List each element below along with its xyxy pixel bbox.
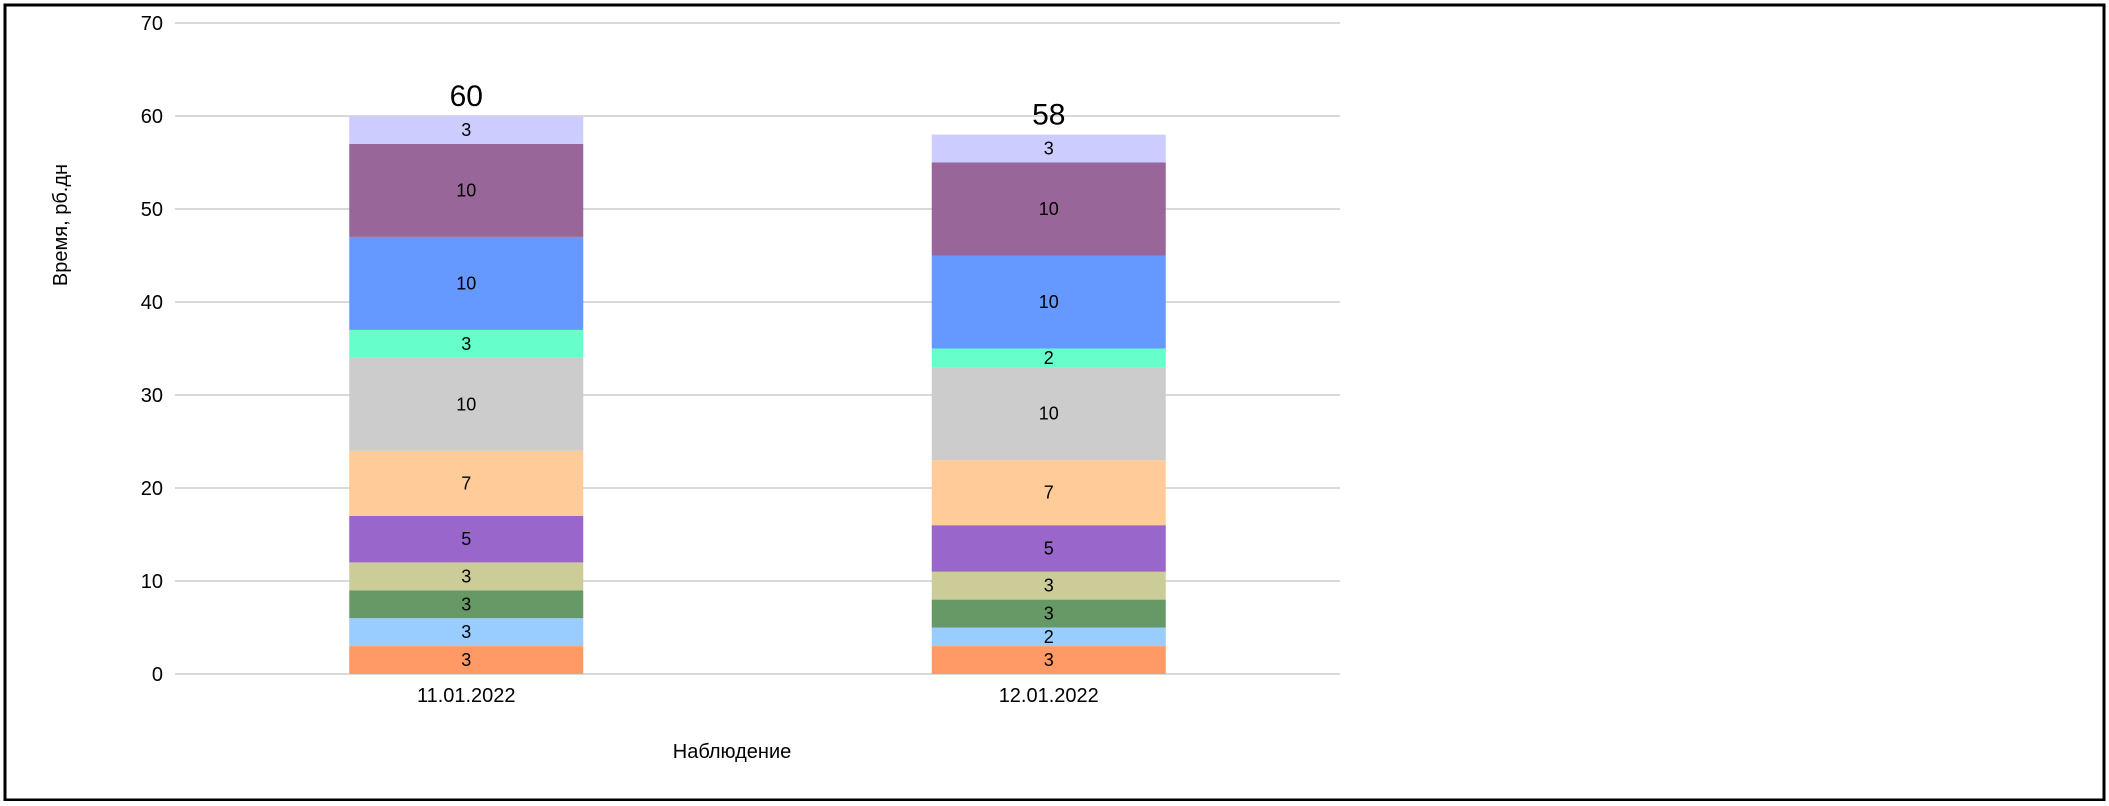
bar-segment — [931, 367, 1166, 461]
segment-value-label: 3 — [1044, 650, 1054, 670]
bar-segment — [349, 562, 584, 591]
y-tick-label: 50 — [141, 199, 163, 221]
segment-value-label: 7 — [1044, 483, 1054, 503]
bar-segment — [349, 357, 584, 451]
bar-total-label: 58 — [1032, 99, 1065, 132]
bar-segment — [349, 618, 584, 647]
segment-value-label: 3 — [461, 594, 471, 614]
x-axis-title: Наблюдение — [673, 741, 792, 763]
segment-value-label: 10 — [1039, 199, 1059, 219]
x-tick-label: 11.01.2022 — [417, 685, 516, 707]
y-axis-ticks: 0 10 20 30 40 50 60 70 — [141, 13, 163, 686]
bar-segment — [931, 571, 1166, 600]
y-tick-label: 60 — [141, 106, 163, 128]
bar-segment — [931, 134, 1166, 163]
segment-value-label: 3 — [1044, 576, 1054, 596]
segment-value-label: 5 — [461, 529, 471, 549]
segment-value-label: 3 — [1044, 139, 1054, 159]
bar-segment — [349, 590, 584, 619]
segment-value-label: 10 — [456, 394, 476, 414]
segment-value-label: 10 — [456, 180, 476, 200]
segment-value-label: 7 — [461, 473, 471, 493]
bar-segment — [349, 329, 584, 358]
bar-segment — [349, 236, 584, 330]
bar-segment — [931, 162, 1166, 256]
segment-value-label: 5 — [1044, 538, 1054, 558]
segment-value-label: 10 — [1039, 292, 1059, 312]
bar-segment — [931, 627, 1166, 647]
x-tick-label: 12.01.2022 — [999, 685, 1099, 707]
bar-segment — [349, 515, 584, 563]
bar-total-label: 60 — [450, 80, 483, 113]
segment-value-label: 3 — [461, 650, 471, 670]
segment-value-label: 2 — [1044, 348, 1054, 368]
bar-segment — [931, 348, 1166, 368]
y-tick-label: 20 — [141, 478, 163, 500]
bar-stack: 3 3 3 3 5 7 10 3 10 10 3 60 — [349, 80, 584, 674]
bar-stack: 3 2 3 3 5 7 10 2 10 10 3 58 — [931, 99, 1166, 674]
bar-segment — [931, 646, 1166, 674]
x-axis-ticks: 11.01.2022 12.01.2022 — [417, 685, 1099, 707]
bar-segment — [931, 255, 1166, 349]
y-tick-label: 30 — [141, 385, 163, 407]
bars: 3 3 3 3 5 7 10 3 10 10 3 60 3 2 3 3 5 7 10 2 10 10 3 58 — [349, 80, 1166, 674]
bar-segment — [349, 450, 584, 516]
segment-value-label: 3 — [461, 120, 471, 140]
segment-value-label: 10 — [1039, 404, 1059, 424]
bar-segment — [349, 116, 584, 144]
bar-segment — [931, 525, 1166, 572]
y-tick-label: 0 — [152, 664, 163, 686]
segment-value-label: 3 — [461, 334, 471, 354]
segment-value-label: 2 — [1044, 627, 1054, 647]
y-tick-label: 40 — [141, 292, 163, 314]
y-axis-title: Время, рб.дн — [50, 164, 72, 286]
segment-value-label: 3 — [461, 566, 471, 586]
y-tick-label: 10 — [141, 571, 163, 593]
bar-segment — [931, 599, 1166, 628]
bar-segment — [931, 460, 1166, 526]
segment-value-label: 3 — [461, 622, 471, 642]
bar-segment — [349, 143, 584, 237]
segment-value-label: 10 — [456, 273, 476, 293]
segment-value-label: 3 — [1044, 604, 1054, 624]
y-tick-label: 70 — [141, 13, 163, 35]
bar-segment — [349, 646, 584, 674]
